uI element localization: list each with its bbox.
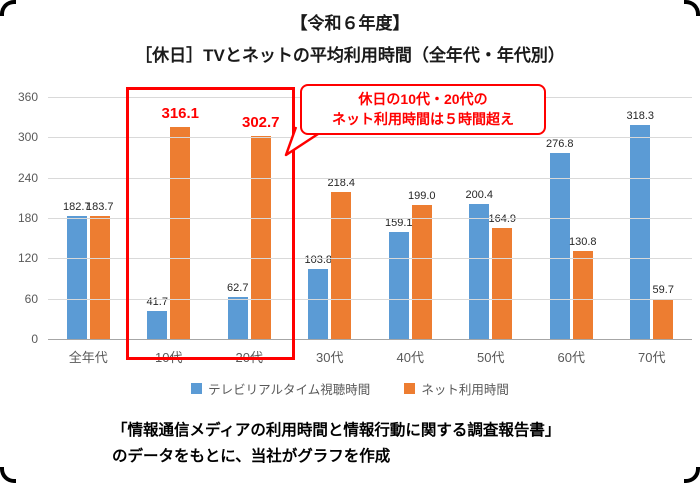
bar-テレビリアルタイム視聴時間 <box>630 125 651 339</box>
bar-value-label: 182.7 <box>62 201 91 214</box>
bar-value-label: 200.4 <box>465 189 494 202</box>
bar-value-label: 183.7 <box>85 200 114 213</box>
card-corner-bottom-left <box>0 467 16 483</box>
legend-label: テレビリアルタイム視聴時間 <box>208 383 371 397</box>
x-axis-label: 40代 <box>396 350 424 365</box>
bar-pair: 103.8 218.4 <box>290 97 371 339</box>
annotation-callout: 休日の10代・20代の ネット利用時間は５時間超え <box>300 84 546 135</box>
bar-ネット利用時間 <box>331 192 352 339</box>
bar-value-label: 316.1 <box>161 104 200 122</box>
bar-value-label: 276.8 <box>545 137 574 150</box>
x-axis-line <box>48 339 692 340</box>
x-axis-label: 30代 <box>316 350 344 365</box>
bar-value-label: 130.8 <box>568 236 597 249</box>
annotation-line1: 休日の10代・20代の <box>358 91 488 107</box>
y-axis-label: 240 <box>17 170 38 185</box>
bar-ネット利用時間 <box>411 205 432 339</box>
legend-swatch <box>404 383 416 394</box>
bar-wrap: 103.8 <box>304 97 332 339</box>
bar-value-label: 199.0 <box>407 190 436 203</box>
bar-ネット利用時間 <box>572 251 593 339</box>
gridline <box>48 177 692 179</box>
legend-item: テレビリアルタイム視聴時間 <box>191 379 370 398</box>
chart-title-year: 【令和６年度】 <box>290 14 410 33</box>
x-axis-label: 20代 <box>235 350 263 365</box>
bar-group: 62.7 302.7 20代 <box>209 97 290 365</box>
bar-wrap: 164.9 <box>488 97 516 339</box>
bar-value-label: 59.7 <box>652 283 674 296</box>
x-axis-label: 60代 <box>557 350 585 365</box>
gridline <box>48 298 692 300</box>
bar-pair: 182.7 183.7 <box>48 97 129 339</box>
y-axis-label: 360 <box>17 90 38 104</box>
bar-wrap: 182.7 <box>63 97 91 339</box>
gridline <box>48 137 692 139</box>
bar-pair: 200.4 164.9 <box>451 97 532 339</box>
bar-value-label: 164.9 <box>488 213 517 226</box>
bar-value-label: 159.1 <box>384 217 413 230</box>
x-axis-label: 70代 <box>638 350 666 365</box>
bar-wrap: 199.0 <box>408 97 436 339</box>
legend-swatch <box>191 383 203 394</box>
legend: テレビリアルタイム視聴時間 ネット利用時間 <box>0 379 700 398</box>
source-note-line2: のデータをもとに、当社がグラフを作成 <box>112 448 391 466</box>
y-axis: 360 300 240 180 120 60 0 <box>4 90 46 346</box>
bar-ネット利用時間 <box>89 215 110 339</box>
y-axis-label: 60 <box>24 291 38 306</box>
bar-value-label: 318.3 <box>626 110 655 123</box>
bar-テレビリアルタイム視聴時間 <box>227 296 248 339</box>
gridline <box>48 218 692 219</box>
bar-テレビリアルタイム視聴時間 <box>147 310 168 339</box>
source-note-line1: 「情報通信メディアの利用時間と情報行動に関する調査報告書」 <box>112 422 561 439</box>
bar-value-label: 218.4 <box>327 177 356 190</box>
bar-wrap: 200.4 <box>465 97 493 339</box>
bar-group: 276.8 130.8 60代 <box>531 97 612 365</box>
x-axis-label: 全年代 <box>68 350 108 365</box>
bar-groups: 182.7 183.7 全年代 41.7 316.1 10代 62.7 302.7 20代 103… <box>48 97 692 365</box>
bar-value-label: 302.7 <box>241 113 280 131</box>
bar-wrap: 316.1 <box>161 97 199 339</box>
bar-wrap: 276.8 <box>546 97 574 339</box>
bar-ネット利用時間 <box>250 135 271 339</box>
bar-テレビリアルタイム視聴時間 <box>469 204 490 339</box>
y-axis-label: 180 <box>17 211 38 225</box>
bar-テレビリアルタイム視聴時間 <box>549 152 570 339</box>
bar-wrap: 183.7 <box>86 97 114 339</box>
bar-wrap: 62.7 <box>227 97 249 339</box>
x-axis-label: 10代 <box>155 350 183 365</box>
bar-ネット利用時間 <box>492 228 513 339</box>
bar-wrap: 130.8 <box>569 97 597 339</box>
y-axis-label: 300 <box>17 130 38 145</box>
legend-label: ネット利用時間 <box>421 383 509 397</box>
source-note: 「情報通信メディアの利用時間と情報行動に関する調査報告書」 のデータをもとに、当… <box>112 418 560 471</box>
y-axis-label: 0 <box>31 332 38 346</box>
bar-テレビリアルタイム視聴時間 <box>66 216 87 339</box>
bar-wrap: 302.7 <box>242 97 280 339</box>
bar-ネット利用時間 <box>653 298 674 339</box>
bar-pair: 276.8 130.8 <box>531 97 612 339</box>
y-axis-label: 120 <box>17 251 38 266</box>
gridline <box>48 258 692 260</box>
bar-pair: 62.7 302.7 <box>209 97 290 339</box>
bar-wrap: 218.4 <box>327 97 355 339</box>
bar-group: 103.8 218.4 30代 <box>290 97 371 365</box>
bar-group: 200.4 164.9 50代 <box>451 97 532 365</box>
bar-テレビリアルタイム視聴時間 <box>388 232 409 339</box>
bar-テレビリアルタイム視聴時間 <box>308 269 329 339</box>
card-corner-bottom-right <box>684 467 700 483</box>
bar-wrap: 59.7 <box>652 97 674 339</box>
annotation-line2: ネット利用時間は５時間超え <box>332 111 514 128</box>
x-axis-label: 50代 <box>477 350 505 365</box>
legend-item: ネット利用時間 <box>404 379 509 398</box>
bar-value-label: 62.7 <box>227 281 249 294</box>
bar-group: 182.7 183.7 全年代 <box>48 97 129 365</box>
bar-ネット利用時間 <box>170 126 191 339</box>
bar-group: 41.7 316.1 10代 <box>129 97 210 365</box>
bar-value-label: 103.8 <box>304 254 333 267</box>
chart-title-main: ［休日］TVとネットの平均利用時間（全年代・年代別） <box>135 46 565 65</box>
